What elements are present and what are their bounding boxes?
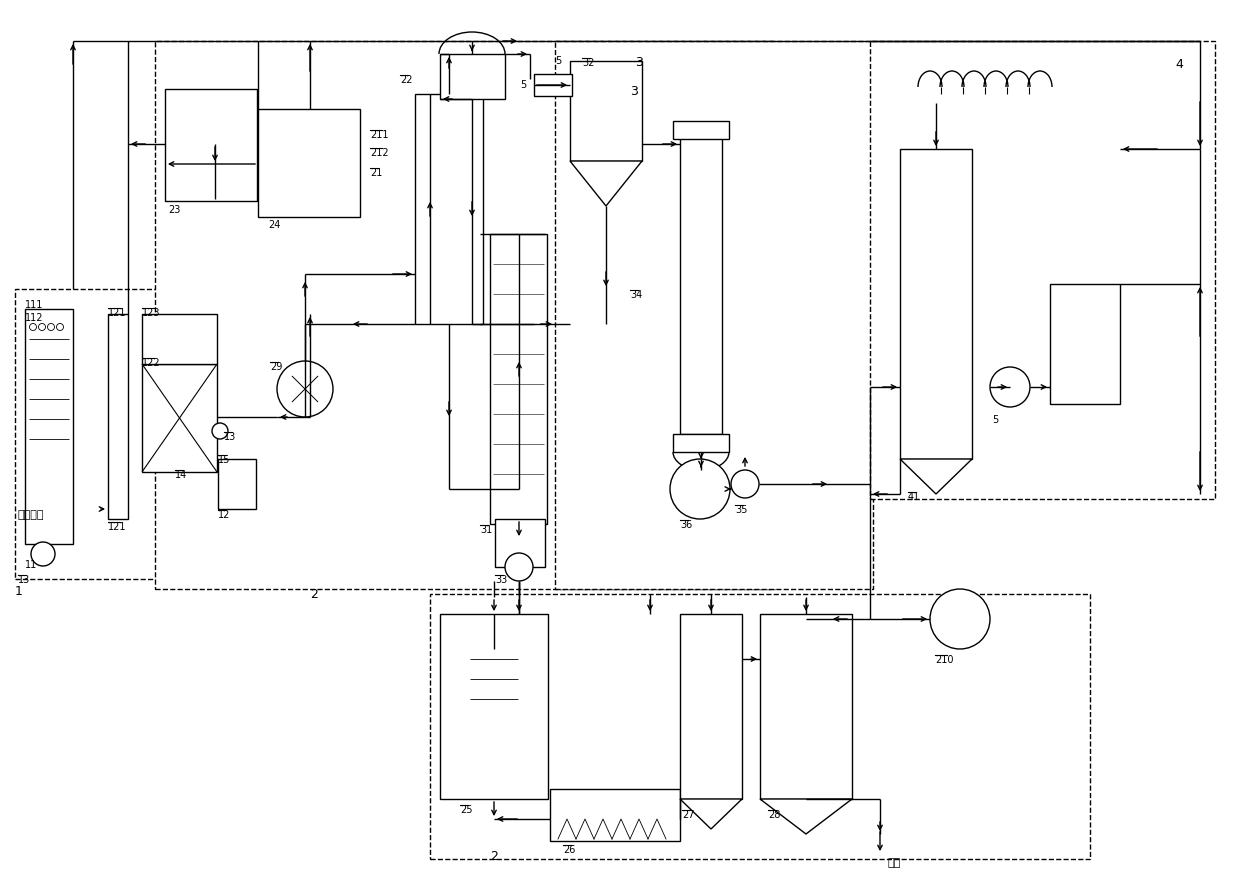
Text: 210: 210 bbox=[935, 654, 954, 664]
Circle shape bbox=[277, 361, 334, 417]
Text: 112: 112 bbox=[25, 312, 43, 323]
Bar bbox=[495, 519, 546, 567]
Bar bbox=[556, 42, 873, 589]
Circle shape bbox=[47, 324, 55, 332]
Circle shape bbox=[732, 470, 759, 498]
Bar bbox=[760, 614, 852, 799]
Text: 13: 13 bbox=[19, 574, 30, 584]
Text: 212: 212 bbox=[370, 148, 388, 158]
Circle shape bbox=[670, 460, 730, 519]
Text: 34: 34 bbox=[630, 289, 642, 300]
Text: 4: 4 bbox=[1176, 58, 1183, 71]
Bar bbox=[551, 789, 680, 841]
Bar bbox=[900, 150, 972, 460]
Text: 21: 21 bbox=[370, 168, 382, 178]
Bar bbox=[440, 55, 505, 100]
Circle shape bbox=[990, 367, 1030, 408]
Text: 11: 11 bbox=[25, 560, 37, 569]
Text: 32: 32 bbox=[582, 58, 594, 68]
Text: 35: 35 bbox=[735, 504, 748, 515]
Bar bbox=[143, 365, 217, 473]
Text: 15: 15 bbox=[218, 454, 231, 465]
Text: 41: 41 bbox=[908, 491, 920, 502]
Text: 24: 24 bbox=[268, 220, 280, 230]
Text: 5: 5 bbox=[520, 80, 526, 90]
Text: 121: 121 bbox=[108, 308, 126, 317]
Text: 成品: 成品 bbox=[888, 857, 901, 867]
Bar bbox=[673, 434, 729, 453]
Circle shape bbox=[38, 324, 46, 332]
Bar bbox=[490, 235, 547, 524]
Text: 12: 12 bbox=[218, 510, 231, 519]
Bar bbox=[108, 315, 128, 519]
Bar bbox=[570, 62, 642, 162]
Polygon shape bbox=[680, 799, 742, 829]
Circle shape bbox=[31, 542, 55, 567]
Bar bbox=[25, 310, 73, 545]
Bar bbox=[430, 595, 1090, 859]
Text: 123: 123 bbox=[143, 308, 160, 317]
Text: 再生气体: 再生气体 bbox=[19, 510, 45, 519]
Text: 3: 3 bbox=[630, 85, 637, 98]
Circle shape bbox=[30, 324, 36, 332]
Bar bbox=[415, 95, 484, 324]
Text: 31: 31 bbox=[480, 524, 492, 534]
Polygon shape bbox=[900, 460, 972, 495]
Bar bbox=[258, 110, 360, 217]
Bar bbox=[680, 130, 722, 434]
Bar bbox=[673, 122, 729, 139]
Bar bbox=[155, 42, 775, 589]
Circle shape bbox=[930, 589, 990, 649]
Bar bbox=[1050, 285, 1120, 404]
Bar bbox=[15, 289, 310, 580]
Text: 14: 14 bbox=[175, 469, 187, 480]
Text: 3: 3 bbox=[635, 56, 642, 69]
Text: 5: 5 bbox=[556, 56, 562, 66]
Text: 1: 1 bbox=[15, 584, 22, 597]
Bar bbox=[680, 614, 742, 799]
Text: 121: 121 bbox=[108, 522, 126, 531]
Text: 5: 5 bbox=[992, 415, 998, 424]
Circle shape bbox=[505, 553, 533, 581]
Text: 33: 33 bbox=[495, 574, 507, 584]
Text: 29: 29 bbox=[270, 361, 283, 372]
Circle shape bbox=[57, 324, 63, 332]
Text: 211: 211 bbox=[370, 130, 388, 139]
Text: 23: 23 bbox=[167, 204, 180, 215]
Text: 122: 122 bbox=[143, 358, 161, 367]
Text: 22: 22 bbox=[401, 75, 413, 85]
Circle shape bbox=[212, 424, 228, 439]
Polygon shape bbox=[760, 799, 852, 834]
Bar bbox=[143, 315, 217, 365]
Text: 13: 13 bbox=[224, 431, 237, 441]
Text: 28: 28 bbox=[768, 809, 780, 819]
Bar bbox=[870, 42, 1215, 499]
Text: 2: 2 bbox=[490, 849, 498, 862]
Bar bbox=[440, 614, 548, 799]
Bar bbox=[534, 75, 572, 96]
Text: 27: 27 bbox=[682, 809, 694, 819]
Text: 111: 111 bbox=[25, 300, 43, 310]
Text: 36: 36 bbox=[680, 519, 692, 530]
Bar bbox=[218, 460, 255, 510]
Bar bbox=[165, 90, 257, 202]
Polygon shape bbox=[570, 162, 642, 207]
Text: 25: 25 bbox=[460, 804, 472, 814]
Text: 26: 26 bbox=[563, 844, 575, 854]
Text: 2: 2 bbox=[310, 588, 317, 601]
